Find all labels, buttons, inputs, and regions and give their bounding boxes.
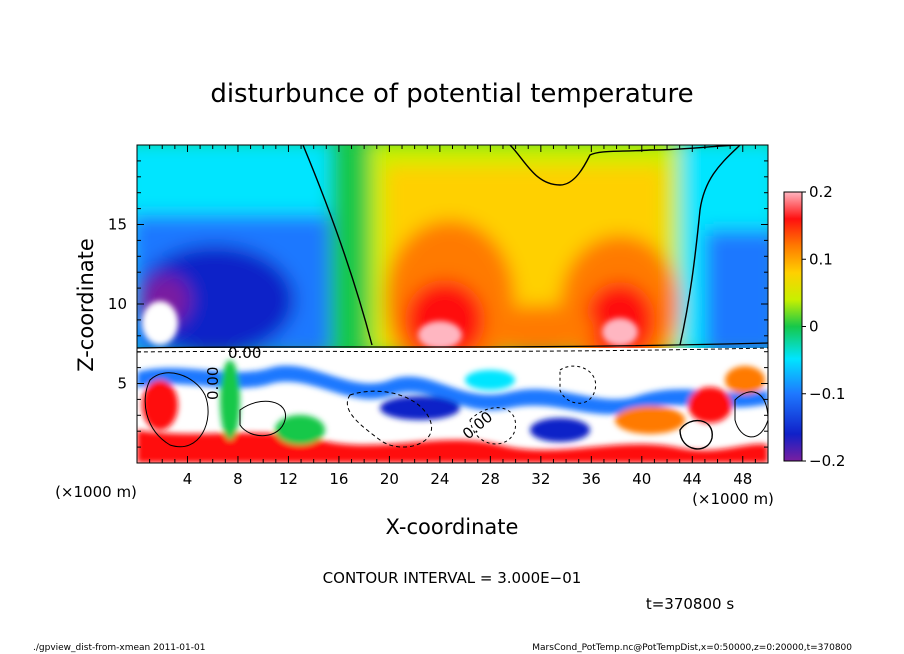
chart-title: disturbunce of potential temperature xyxy=(210,79,693,109)
contour-line xyxy=(679,419,713,450)
field-patch xyxy=(137,365,768,415)
x-tick-label: 28 xyxy=(481,470,500,488)
colorbar-tick-label: 0.2 xyxy=(809,183,833,201)
y-tick-label: 15 xyxy=(108,216,127,234)
field-patch xyxy=(275,415,325,445)
field-patch xyxy=(220,360,240,440)
colorbar-ticks: 0.2 0.1 0 −0.1 −0.2 xyxy=(802,183,845,470)
field-patch xyxy=(530,418,590,442)
footer-right: MarsCond_PotTemp.nc@PotTempDist,x=0:5000… xyxy=(532,643,852,653)
field-patch xyxy=(380,396,460,420)
footer-left: ./gpview_dist-from-xmean 2011-01-01 xyxy=(33,643,205,653)
y-axis-label: Z-coordinate xyxy=(74,238,98,372)
y-axis-unit: (×1000 m) xyxy=(55,483,137,501)
field-blob xyxy=(602,318,638,346)
contour-line xyxy=(144,372,209,448)
contour-line xyxy=(137,342,768,349)
colorbar-tick-label: −0.1 xyxy=(809,385,845,403)
x-tick-label: 48 xyxy=(733,470,752,488)
field-blob xyxy=(142,301,178,345)
heatmap-field: 0.00 0.00 0.00 xyxy=(137,145,768,463)
x-tick-label: 4 xyxy=(183,470,193,488)
x-tick-label: 36 xyxy=(582,470,601,488)
field-patch xyxy=(465,370,515,390)
field-patch xyxy=(615,406,685,434)
colorbar-tick-label: −0.2 xyxy=(809,452,845,470)
contour-line xyxy=(137,347,768,353)
y-axis: 5 10 15 xyxy=(108,160,768,448)
x-tick-label: 24 xyxy=(430,470,449,488)
x-tick-label: 20 xyxy=(380,470,399,488)
x-tick-label: 12 xyxy=(279,470,298,488)
field-patch xyxy=(725,366,765,394)
x-tick-label: 44 xyxy=(683,470,702,488)
time-label: t=370800 s xyxy=(646,595,734,613)
field-patch xyxy=(688,387,732,423)
x-tick-label: 8 xyxy=(233,470,243,488)
x-axis-unit: (×1000 m) xyxy=(692,490,774,508)
x-tick-label: 16 xyxy=(329,470,348,488)
colorbar-tick-label: 0.1 xyxy=(809,250,833,268)
field-blob xyxy=(705,230,768,355)
colorbar xyxy=(783,191,803,462)
contour-label: 0.00 xyxy=(228,344,261,362)
field-patch xyxy=(142,380,178,430)
upper-highlights xyxy=(142,301,638,349)
contour-line xyxy=(679,145,741,346)
contour-line xyxy=(239,400,286,437)
contour-line xyxy=(302,145,373,346)
lower-field xyxy=(137,360,768,463)
x-axis-label: X-coordinate xyxy=(386,515,519,539)
field-blob xyxy=(485,305,595,355)
x-tick-label: 32 xyxy=(531,470,550,488)
y-tick-label: 10 xyxy=(108,295,127,313)
x-axis: 4 8 12 16 20 24 28 32 36 40 44 48 xyxy=(149,145,756,488)
x-tick-label: 40 xyxy=(632,470,651,488)
colorbar-tick-label: 0 xyxy=(809,318,819,336)
field-blob xyxy=(418,321,462,349)
contour-interval: CONTOUR INTERVAL = 3.000E−01 xyxy=(323,569,582,587)
contour-line xyxy=(509,145,741,186)
contour-line xyxy=(346,390,433,448)
y-tick-label: 5 xyxy=(117,375,127,393)
contour-label: 0.00 xyxy=(204,367,222,400)
